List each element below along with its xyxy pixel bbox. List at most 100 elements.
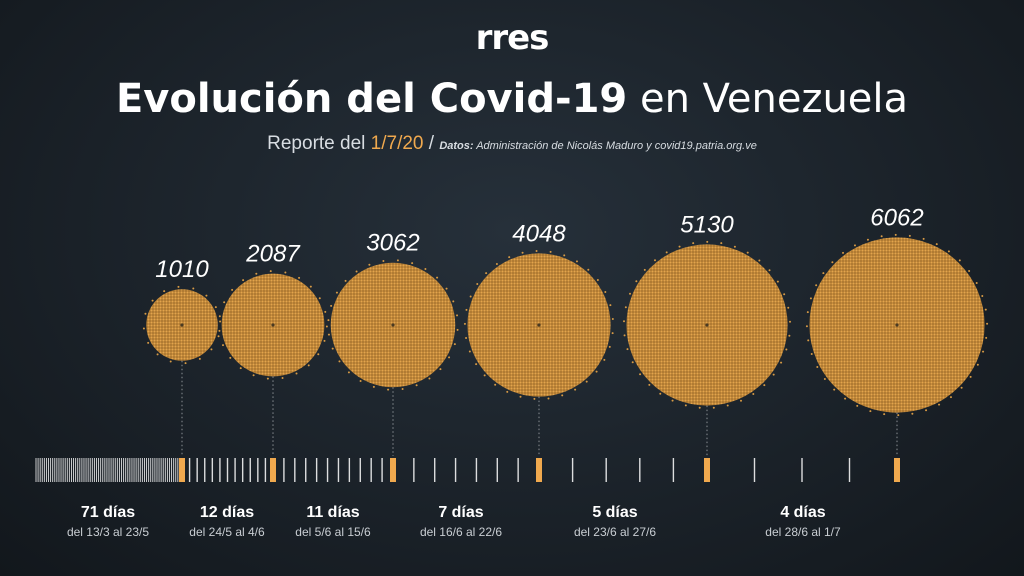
report-label: Reporte del: [267, 133, 366, 154]
period-range: del 16/6 al 22/6: [420, 525, 502, 539]
bubble-edge-dot: [255, 272, 258, 275]
bubble-edge-dot: [720, 242, 723, 245]
bubble-edge-dot: [192, 287, 195, 290]
bubble-edge-dot: [483, 374, 486, 377]
bubble-edge-dot: [958, 259, 961, 262]
milestone-tick: [390, 458, 396, 482]
bubble-edge-dot: [535, 249, 538, 252]
period-label: 11 días del 5/6 al 15/6: [295, 504, 371, 539]
bubble-edge-dot: [424, 267, 427, 270]
bubble-edge-dot: [368, 263, 371, 266]
bubble-edge-dot: [344, 279, 347, 282]
bubble-edge-dot: [684, 404, 687, 407]
bubble-edge-dot: [746, 251, 749, 254]
bubble-edge-dot: [809, 297, 812, 300]
bubble-edge-dot: [866, 238, 869, 241]
bubble-edge-dot: [831, 261, 834, 264]
subtitle-separator: /: [428, 133, 435, 154]
bubble-edge-dot: [494, 383, 497, 386]
bubble-edge-dot: [768, 269, 771, 272]
period-range: del 24/5 al 4/6: [189, 525, 265, 539]
bubble-edge-dot: [163, 290, 166, 293]
period-label: 12 días del 24/5 al 4/6: [189, 504, 265, 539]
bubble-edge-dot: [692, 242, 695, 245]
period-days: 11 días: [306, 504, 359, 521]
case-count-label: 1010: [155, 256, 209, 283]
bubble-edge-dot: [805, 325, 808, 328]
bubble-edge-dot: [653, 259, 656, 262]
bubble-edge-dot: [949, 396, 952, 399]
bubble-edge-dot: [844, 397, 847, 400]
bubble-edge-dot: [758, 259, 761, 262]
bubble-center-dot: [271, 323, 275, 327]
bubble-edge-dot: [229, 356, 232, 359]
bubble-edge-dot: [976, 363, 979, 366]
bubble-edge-dot: [382, 259, 385, 262]
bubble-edge-dot: [969, 375, 972, 378]
bubble-edge-dot: [327, 333, 330, 336]
bubble-edge-dot: [596, 279, 599, 282]
bubble-edge-dot: [495, 263, 498, 266]
bubble-edge-dot: [986, 322, 989, 325]
bubble-edge-dot: [309, 285, 312, 288]
bubble-edge-dot: [810, 353, 813, 356]
bubble-edge-dot: [415, 384, 418, 387]
bubble-edge-dot: [169, 360, 172, 363]
milestone-tick: [179, 458, 185, 482]
bubble-edge-dot: [575, 260, 578, 263]
title-bold: Evolución del Covid-19: [115, 76, 628, 122]
bubble-edge-dot: [574, 388, 577, 391]
bubble-edge-dot: [740, 399, 743, 402]
bubble-edge-dot: [269, 270, 272, 273]
bubble-edge-dot: [816, 366, 819, 369]
bubble-edge-dot: [911, 412, 914, 415]
bubble-edge-dot: [355, 270, 358, 273]
bubble-edge-dot: [252, 374, 255, 377]
bubble-edge-dot: [295, 372, 298, 375]
bubble-edge-dot: [856, 404, 859, 407]
bubble-edge-dot: [783, 293, 786, 296]
bubble-edge-dot: [789, 320, 792, 323]
bubble-edge-dot: [733, 245, 736, 248]
bubble-edge-dot: [635, 280, 638, 283]
bubble-edge-dot: [330, 304, 333, 307]
bubble-edge-dot: [396, 259, 399, 262]
bubble-edge-dot: [785, 348, 788, 351]
case-count-label: 6062: [870, 204, 923, 231]
bubble-edge-dot: [465, 336, 468, 339]
bubble-edge-dot: [317, 353, 320, 356]
bubble-edge-dot: [184, 362, 187, 365]
bubble-4048: 4048: [463, 220, 614, 456]
bubble-edge-dot: [726, 404, 729, 407]
title-rest: en Venezuela: [639, 76, 909, 122]
bubble-edge-dot: [298, 276, 301, 279]
timeline-layer: [35, 458, 900, 482]
bubble-6062: 6062: [805, 204, 989, 456]
bubble-edge-dot: [823, 377, 826, 380]
bubble-edge-dot: [428, 377, 431, 380]
bubble-edge-dot: [585, 380, 588, 383]
bubble-edge-dot: [521, 251, 524, 254]
bubble-edge-dot: [448, 356, 451, 359]
bubble-edge-dot: [894, 233, 897, 236]
bubble-edge-dot: [475, 363, 478, 366]
milestone-tick: [536, 458, 542, 482]
bubble-edge-dot: [604, 291, 607, 294]
bubble-edge-dot: [609, 304, 612, 307]
bubble-edge-dot: [476, 283, 479, 286]
bubble-edge-dot: [608, 345, 611, 348]
bubble-edge-dot: [439, 368, 442, 371]
bubble-edge-dot: [639, 373, 642, 376]
bubble-edge-dot: [925, 409, 928, 412]
period-range: del 23/6 al 27/6: [574, 525, 656, 539]
source-label: Datos:: [439, 140, 474, 152]
bubble-3062: 3062: [327, 230, 459, 456]
bubble-edge-dot: [623, 320, 626, 323]
period-days: 4 días: [780, 504, 825, 521]
bubble-edge-dot: [452, 300, 455, 303]
bubble-edge-dot: [968, 270, 971, 273]
bubble-edge-dot: [648, 383, 651, 386]
bubble-edge-dot: [144, 312, 147, 315]
bubble-edge-dot: [219, 320, 222, 323]
